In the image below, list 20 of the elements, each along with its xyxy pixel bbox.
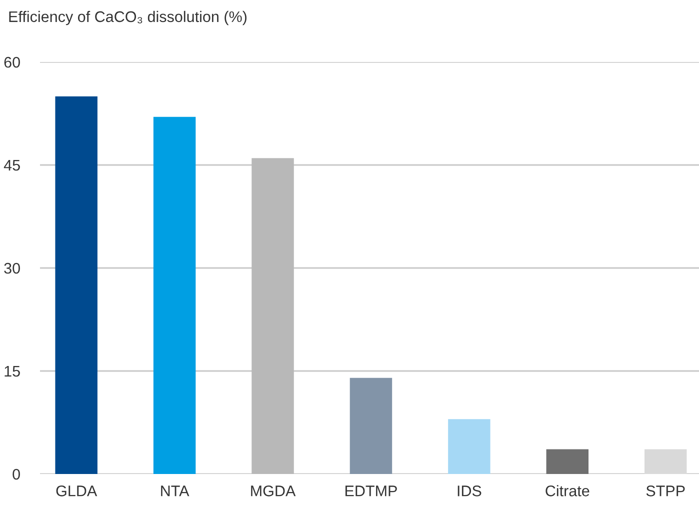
- y-tick-label: 45: [4, 160, 20, 171]
- y-tick-label: 0: [12, 468, 20, 480]
- x-tick-label: NTA: [161, 486, 190, 496]
- bar: [55, 96, 98, 474]
- x-tick-label: GLDA: [56, 486, 98, 496]
- x-tick-label: Citrate: [546, 485, 590, 496]
- x-tick-label: STPP: [646, 486, 685, 496]
- bar: [350, 378, 392, 474]
- y-tick-label: 15: [4, 366, 20, 377]
- bar: [153, 116, 196, 474]
- bar: [546, 449, 589, 474]
- y-tick-label: 60: [4, 56, 20, 68]
- bar: [252, 158, 294, 474]
- y-tick-label: 30: [4, 262, 20, 274]
- chart-title: Efficiency of CaCO₃ dissolution (%): [9, 10, 246, 26]
- bar: [644, 449, 687, 474]
- x-tick-label: MGDA: [251, 486, 296, 496]
- x-tick-label: EDTMP: [345, 486, 397, 496]
- bar: [448, 419, 490, 474]
- x-tick-label: IDS: [458, 486, 482, 496]
